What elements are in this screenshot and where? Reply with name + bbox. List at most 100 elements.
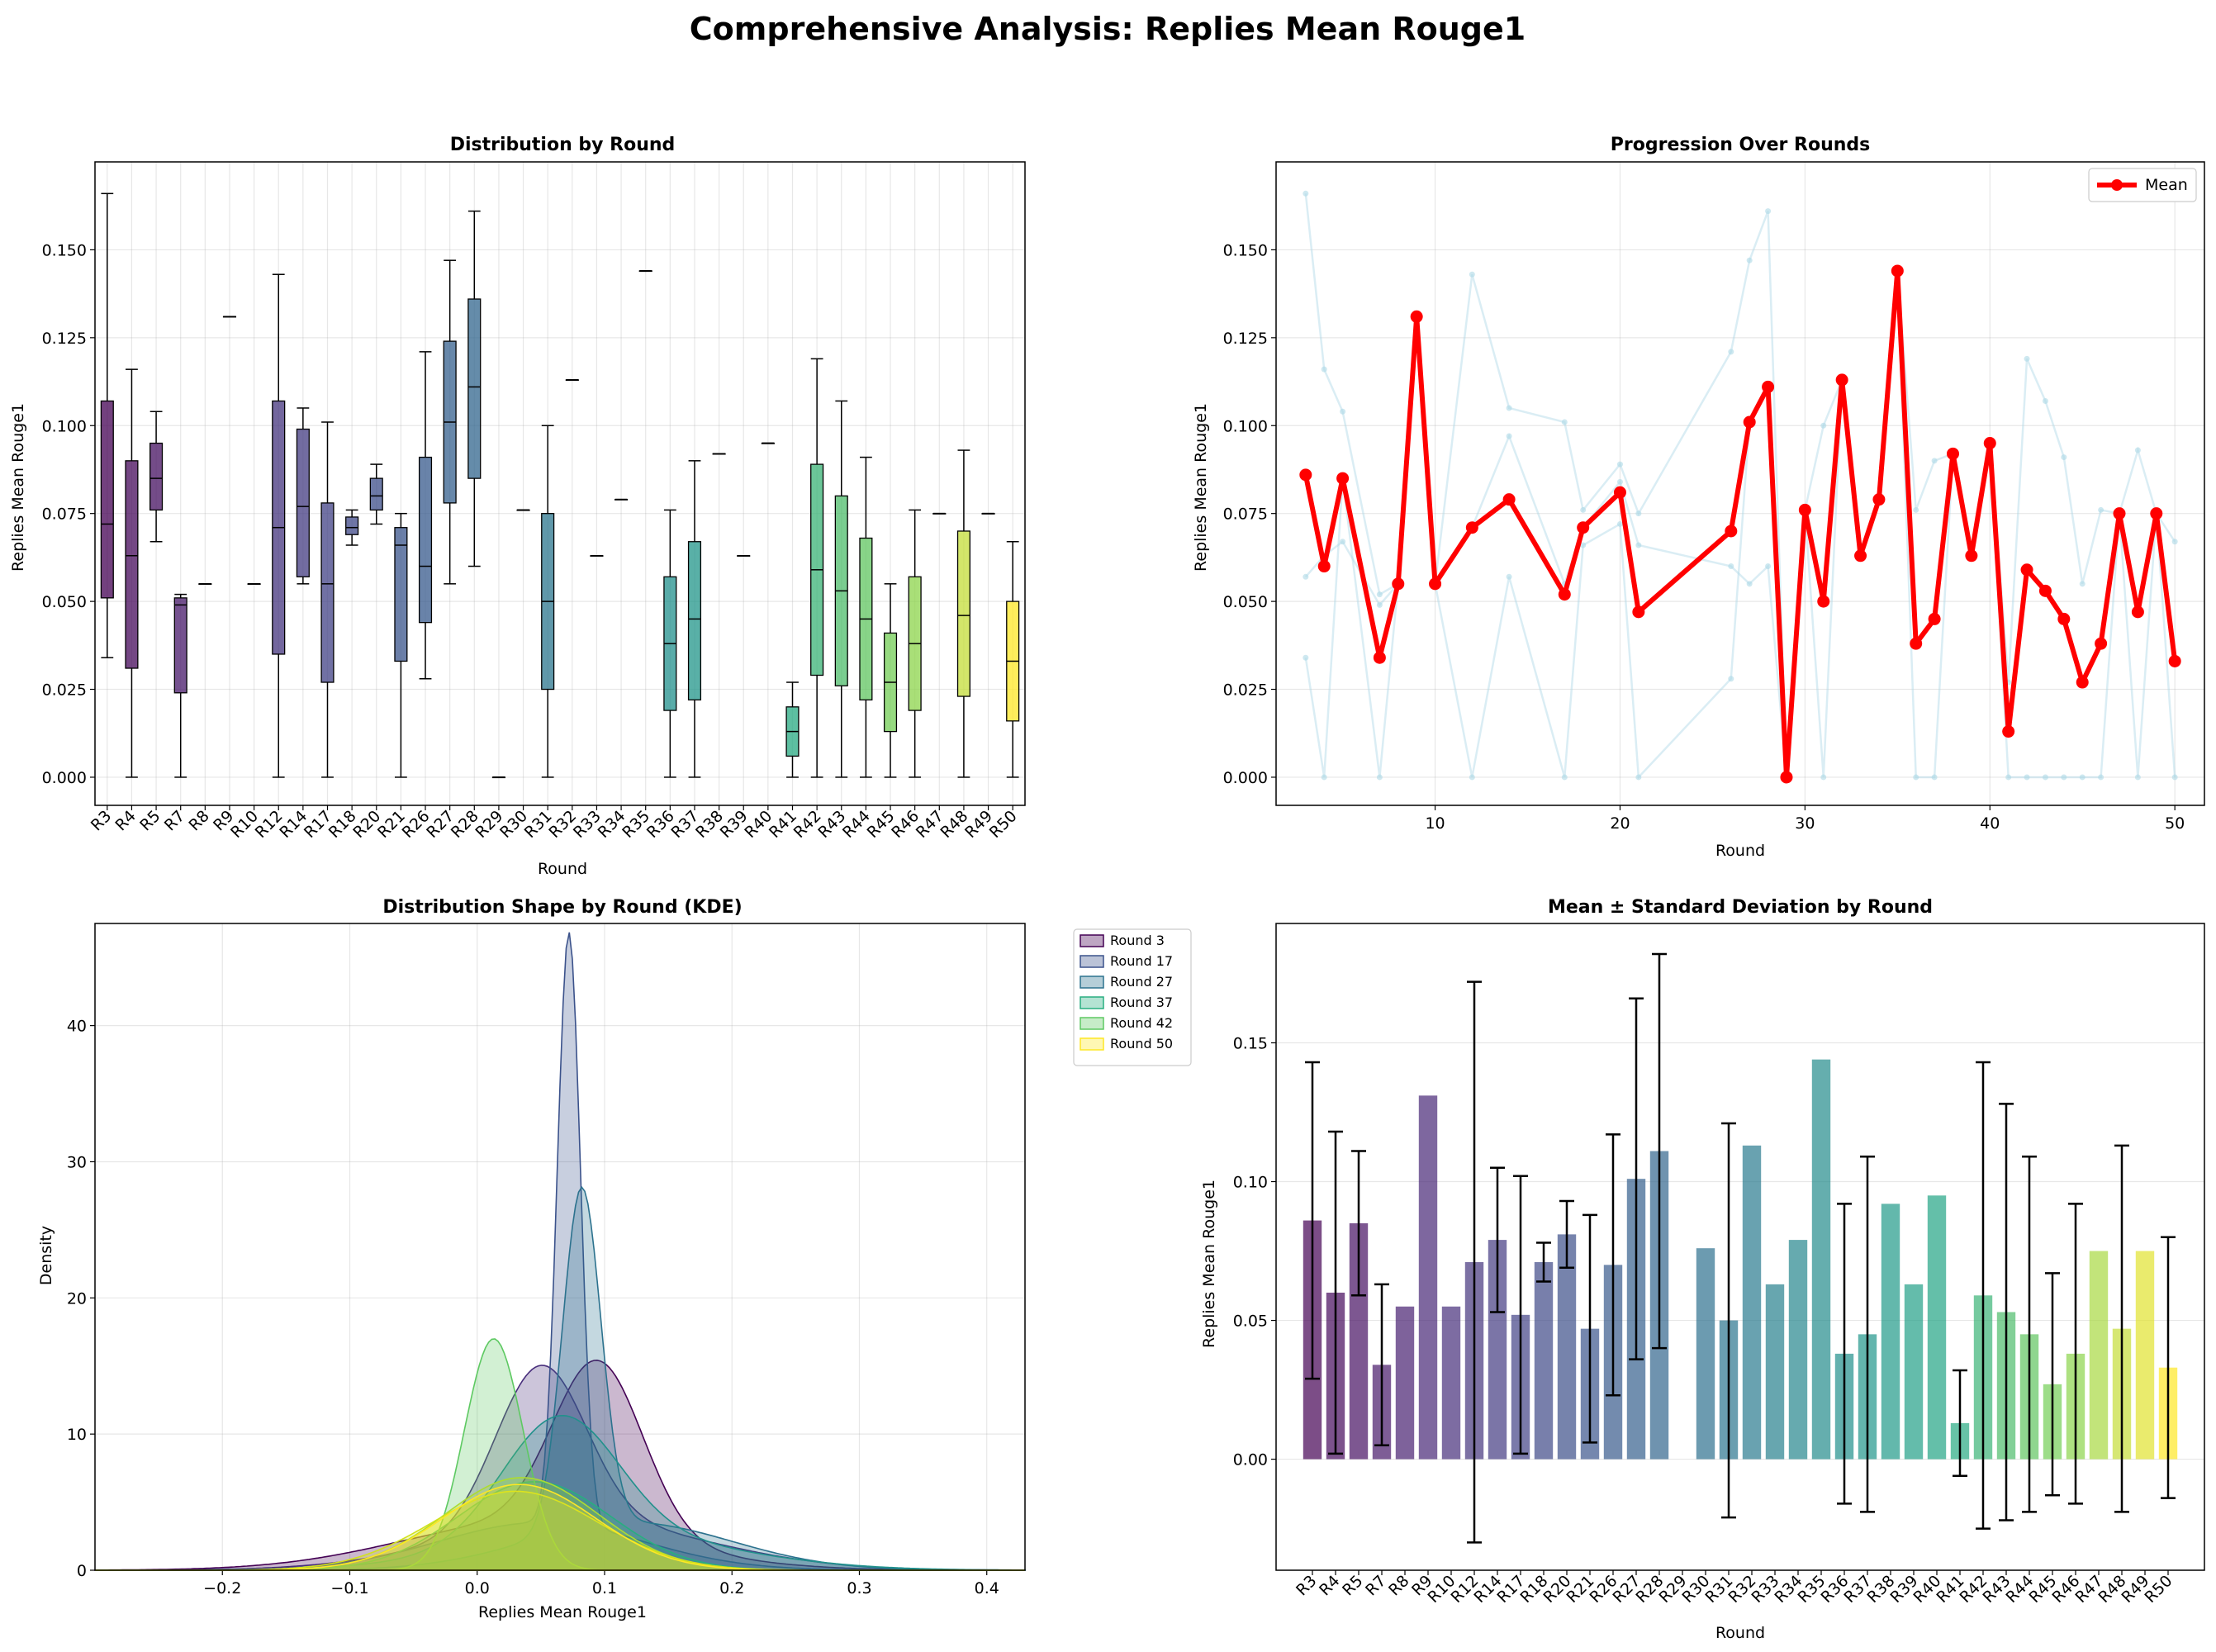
mean-point (1910, 637, 1923, 650)
x-tick-label: 20 (1610, 814, 1630, 833)
line-plot-panel: Progression Over Rounds Round Replies Me… (1192, 135, 2205, 860)
axes-frame (1275, 923, 2205, 1571)
individual-point (1561, 419, 1568, 425)
legend-frame (2088, 168, 2197, 202)
bar-plot-xlabel: Round (1715, 1624, 1765, 1642)
mean-point (1928, 612, 1941, 625)
x-tick-label: R50 (986, 807, 1021, 842)
mean-point (1946, 447, 1959, 460)
mean-point (1872, 493, 1886, 506)
mean-point (1725, 525, 1738, 538)
bar-plot-panel: Mean ± Standard Deviation by Round Round… (1200, 897, 2205, 1642)
legend-label: Mean (2145, 176, 2188, 194)
legend-swatch (1080, 1017, 1104, 1030)
legend: Round 3 Round 17 Round 27 Round 37 Round 42 R… (1073, 928, 1192, 1066)
mean-line (1303, 268, 2178, 780)
x-tick-label: R3 (88, 807, 115, 834)
mean-point (2057, 612, 2071, 625)
individual-point (1635, 510, 1642, 517)
individual-point (1635, 542, 1642, 548)
mean-point (1613, 486, 1626, 499)
y-tick-label: 0.05 (1233, 1313, 1268, 1331)
mean-point (1798, 503, 1811, 516)
individual-point (2079, 774, 2086, 781)
individual-point (2042, 774, 2048, 781)
axes-frame (1275, 161, 2205, 806)
legend-label: Round 50 (1110, 1036, 1173, 1051)
individual-line (1304, 270, 2176, 780)
individual-point (1616, 461, 1623, 468)
individual-point (1506, 573, 1512, 580)
y-tick-label: 0.100 (42, 417, 87, 435)
bar (2089, 1251, 2109, 1460)
figure-title: Comprehensive Analysis: Replies Mean Rou… (690, 11, 1526, 47)
mean-point (1762, 380, 1775, 393)
box (125, 460, 139, 669)
individual-point (2042, 397, 2048, 404)
legend: Mean (2088, 168, 2197, 202)
box (100, 400, 114, 599)
mean-point (1429, 577, 1442, 591)
mean-point (1854, 549, 1867, 563)
x-tick-label: 0.4 (975, 1579, 999, 1597)
y-tick-label: 0 (77, 1562, 87, 1580)
mean-point (1299, 468, 1312, 482)
mean-point (2020, 563, 2033, 577)
mean-point (1632, 605, 1645, 619)
x-tick-label: R8 (185, 807, 212, 834)
y-tick-label: 0.000 (1223, 769, 1268, 787)
individual-point (1469, 774, 1475, 781)
bar (1534, 1261, 1554, 1460)
kde-curve (94, 1359, 1025, 1571)
individual-point (1728, 349, 1734, 355)
mean-point (1965, 549, 1978, 563)
individual-point (2134, 447, 2141, 453)
individual-point (1820, 422, 1827, 429)
x-tick-label: 50 (2165, 814, 2185, 833)
individual-point (2098, 506, 2104, 513)
y-tick-label: 0.075 (42, 506, 87, 524)
x-tick-label: −0.1 (330, 1579, 368, 1597)
individual-point (1616, 520, 1623, 527)
y-tick-label: 0.075 (1223, 506, 1268, 524)
mean-point (1502, 493, 1516, 506)
legend-swatch (1080, 996, 1104, 1009)
individual-point (2024, 355, 2030, 362)
x-tick-label: 0.3 (847, 1579, 871, 1597)
mean-point (2002, 725, 2015, 738)
box (467, 298, 482, 479)
bar (1488, 1240, 1507, 1460)
x-tick-label: −0.2 (203, 1579, 241, 1597)
individual-point (2134, 774, 2141, 781)
mean-point (2131, 605, 2144, 619)
individual-point (1728, 563, 1734, 570)
legend-swatch (1080, 934, 1104, 947)
mean-point (2095, 637, 2108, 650)
kde-plot-title: Distribution Shape by Round (KDE) (382, 897, 742, 918)
y-tick-label: 0.125 (1223, 330, 1268, 348)
mean-point (1465, 521, 1478, 534)
individual-point (1616, 478, 1623, 485)
individual-line (1304, 193, 2176, 778)
x-tick-label: 0.1 (592, 1579, 617, 1597)
individual-point (1580, 542, 1587, 548)
individual-point (1506, 405, 1512, 411)
mean-point (1317, 560, 1331, 573)
mean-point (2150, 507, 2163, 520)
y-tick-label: 0.025 (42, 681, 87, 700)
box-plot-panel: Distribution by Round Round Replies Mean… (9, 135, 1026, 878)
y-tick-label: 0.150 (1223, 241, 1268, 259)
kde-plot-panel: Distribution Shape by Round (KDE) Replie… (37, 897, 1192, 1621)
y-tick-label: 0.150 (42, 241, 87, 259)
line-plot-xlabel: Round (1715, 842, 1765, 860)
axes-frame (94, 923, 1026, 1571)
box (149, 442, 164, 511)
y-tick-label: 40 (67, 1018, 87, 1036)
box (687, 541, 702, 700)
kde-plot-ylabel: Density (37, 1226, 55, 1285)
mean-point (1817, 595, 1830, 608)
x-tick-label: 0.0 (465, 1579, 490, 1597)
individual-point (1469, 271, 1475, 278)
x-tick-label: R50 (2142, 1572, 2176, 1607)
box (394, 527, 408, 662)
